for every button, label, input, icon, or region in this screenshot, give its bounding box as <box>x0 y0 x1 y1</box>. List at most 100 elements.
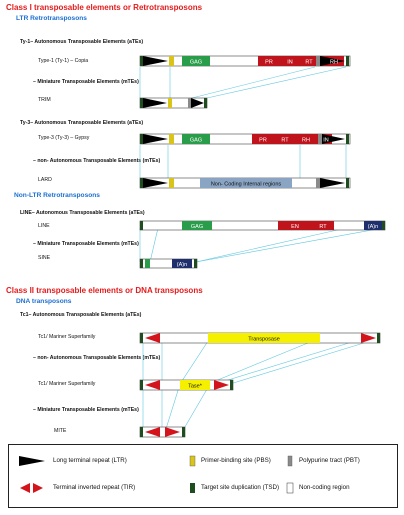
legend-symbols <box>19 455 294 494</box>
legend-ltr-label: Long terminal repeat (LTR) <box>53 457 127 464</box>
truncated-transposase-domain <box>180 380 210 390</box>
lard-group-title: – non- Autonomous Transposable Elements … <box>33 158 161 164</box>
polya-label: (A)n <box>368 224 378 230</box>
line-label: LINE <box>38 223 50 229</box>
legend-tir-label: Terminal inverted repeat (TIR) <box>53 484 136 491</box>
line-group-title: LINE– Autonomous Transposable Elements (… <box>20 210 145 216</box>
tir-arrow <box>145 427 160 437</box>
transposase-label: Transposase <box>248 337 280 343</box>
in-label: IN <box>287 60 293 66</box>
tsd-block <box>140 134 143 144</box>
tir-arrow <box>214 380 229 390</box>
dna-section-title: DNA transposons <box>16 298 72 305</box>
legend-pbs-label: Primer-binding site (PBS) <box>201 457 271 464</box>
sine-label: SINE <box>38 255 51 261</box>
rt-domain <box>274 134 296 144</box>
tsd-block <box>140 56 143 66</box>
pr-label: PR <box>265 60 273 66</box>
tir-arrow <box>165 427 180 437</box>
tc1na-label: Tc1/ Mariner Superfamily <box>38 381 96 387</box>
lard-element <box>139 177 351 189</box>
in-domain <box>280 56 300 66</box>
legend-pbt-label: Polypurine tract (PBT) <box>299 457 360 464</box>
polya-label: (A)n <box>177 262 187 268</box>
pbs-block <box>169 56 174 66</box>
tsd-block <box>182 427 185 437</box>
trim-label: TRIM <box>38 97 51 103</box>
tc1na-element <box>139 379 234 391</box>
tsd-block <box>346 56 349 66</box>
lard-internal-label: Non- Coding Internal regions <box>211 182 282 188</box>
legend-noncoding-label: Non-coding region <box>299 484 350 491</box>
tc1na-group-title: – non- Autonomous Transposable Elements … <box>33 355 161 361</box>
tsd-block <box>140 380 143 390</box>
polya-tail <box>364 221 382 230</box>
ltr-section-title: LTR Retrotransposons <box>16 15 87 22</box>
in-label: IN <box>323 138 329 144</box>
connector-lines <box>139 66 384 433</box>
ty3-label: Type-3 (Ty-3) – Gypsy <box>38 135 90 141</box>
pbs-icon <box>189 455 196 467</box>
ty3-group-title: Ty-3– Autonomous Transposable Elements (… <box>20 120 144 126</box>
noncoding-icon <box>286 482 294 494</box>
class1-title: Class I transposable elements or Retrotr… <box>6 3 203 12</box>
rt-domain <box>312 221 334 230</box>
ltr-arrow <box>143 98 167 108</box>
trim-group-title: – Miniature Transposable Elements (mTEs) <box>33 79 139 85</box>
pbt-block <box>188 98 191 108</box>
tsd-icon <box>190 483 195 493</box>
pr-domain <box>252 134 274 144</box>
ltr-arrow <box>322 134 345 144</box>
tsd-block <box>382 221 385 230</box>
rh-label: RH <box>330 60 338 66</box>
mite-group-title: – Miniature Transposable Elements (mTEs) <box>33 407 139 413</box>
ty3-element <box>139 133 351 145</box>
gag-domain <box>182 221 212 230</box>
tase-label: Tase* <box>188 384 203 390</box>
tsd-block <box>140 98 143 108</box>
tsd-block <box>140 178 143 188</box>
ty1-element <box>139 55 351 67</box>
en-domain <box>278 221 312 230</box>
ltr-arrow <box>143 178 168 188</box>
rt-domain <box>300 56 325 66</box>
tsd-block <box>204 98 207 108</box>
pbt-block <box>316 178 320 188</box>
mite-element <box>139 426 186 438</box>
pbs-block <box>169 178 174 188</box>
pbs-block <box>168 98 172 108</box>
ltr-arrow <box>143 56 168 66</box>
tsd-block <box>140 427 143 437</box>
noncoding-internal-region <box>200 178 292 188</box>
tc1-element <box>139 332 381 344</box>
class2-title: Class II transposable elements or DNA tr… <box>6 286 203 295</box>
pbs-block <box>169 134 174 144</box>
pr-label: PR <box>259 138 267 144</box>
tsd-block <box>140 221 143 230</box>
ltr-arrow <box>143 134 168 144</box>
rh-label: RH <box>302 138 310 144</box>
sine-element <box>139 258 198 269</box>
ltr-arrow <box>191 98 204 108</box>
pbt-block <box>318 134 322 144</box>
tir-left-icon <box>20 483 30 493</box>
gag-domain <box>182 56 210 66</box>
tir-arrow <box>145 380 160 390</box>
rh-domain <box>296 134 316 144</box>
gag-domain <box>182 134 210 144</box>
polya-tail <box>172 259 192 268</box>
rt-label: RT <box>281 138 289 144</box>
tsd-block <box>377 333 380 343</box>
rt-label: RT <box>305 60 313 66</box>
ltr-arrow-icon <box>19 456 45 466</box>
tir-right-icon <box>33 483 43 493</box>
pbt-block <box>316 56 320 66</box>
gag-fragment <box>145 259 150 268</box>
pr-domain <box>258 56 280 66</box>
ltr-arrow <box>320 178 345 188</box>
mite-label: MITE <box>54 428 67 434</box>
legend: Long terminal repeat (LTR) Primer-bindin… <box>8 444 398 508</box>
tsd-block <box>346 178 349 188</box>
trim-element <box>139 97 208 109</box>
